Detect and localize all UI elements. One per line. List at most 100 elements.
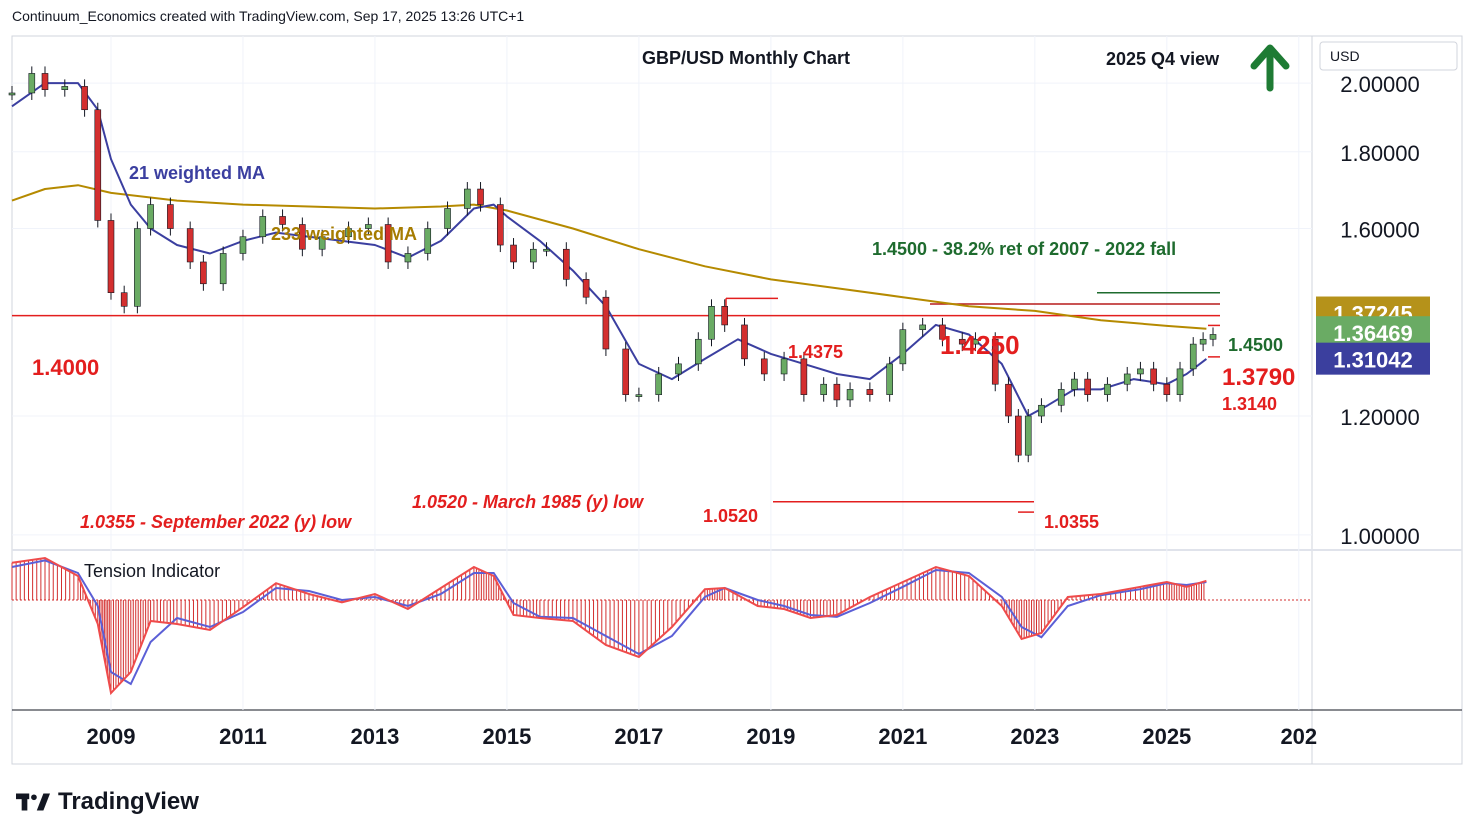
price-candle[interactable] bbox=[708, 306, 715, 340]
price-candle[interactable] bbox=[81, 86, 88, 111]
price-candle[interactable] bbox=[899, 329, 907, 365]
price-candle[interactable] bbox=[186, 228, 194, 263]
chart-frame bbox=[11, 35, 1463, 765]
price-candle[interactable] bbox=[972, 338, 979, 345]
time-axis-label: 202 bbox=[1280, 724, 1317, 749]
time-axis-label: 2019 bbox=[746, 724, 795, 749]
price-candle[interactable] bbox=[1071, 378, 1078, 390]
price-candle[interactable] bbox=[694, 338, 702, 365]
price-candle[interactable] bbox=[1005, 383, 1012, 417]
price-candle[interactable] bbox=[120, 292, 128, 307]
price-candle[interactable] bbox=[543, 248, 550, 252]
price-candle[interactable] bbox=[622, 348, 630, 395]
price-candle[interactable] bbox=[384, 224, 392, 263]
price-candle[interactable] bbox=[1163, 383, 1171, 395]
ma21-label: 21 weighted MA bbox=[129, 163, 265, 183]
level-label-1-4375: 1.4375 bbox=[788, 342, 843, 362]
price-candle[interactable] bbox=[991, 338, 999, 385]
price-candle[interactable] bbox=[94, 109, 102, 221]
price-candle[interactable] bbox=[1015, 415, 1022, 456]
price-candle[interactable] bbox=[107, 220, 115, 293]
price-candle[interactable] bbox=[1150, 368, 1157, 385]
price-candle[interactable] bbox=[259, 216, 267, 238]
price-candle[interactable] bbox=[510, 244, 517, 263]
price-candle[interactable] bbox=[635, 394, 643, 397]
price-tick-label: 1.80000 bbox=[1340, 141, 1420, 166]
ma233-line[interactable] bbox=[11, 184, 1207, 330]
price-candle[interactable] bbox=[530, 248, 537, 263]
level-label-1-4000: 1.4000 bbox=[32, 355, 99, 380]
price-candle[interactable] bbox=[800, 358, 808, 395]
price-candle[interactable] bbox=[134, 228, 141, 307]
level-label-1-0355: 1.0355 bbox=[1044, 512, 1099, 532]
price-candle[interactable] bbox=[1057, 389, 1065, 406]
price-candle[interactable] bbox=[866, 389, 874, 395]
price-candle[interactable] bbox=[1189, 343, 1197, 370]
price-candle[interactable] bbox=[219, 253, 227, 285]
retracement-label: 1.4500 - 38.2% ret of 2007 - 2022 fall bbox=[872, 239, 1176, 259]
price-candle[interactable] bbox=[939, 324, 946, 340]
price-candle[interactable] bbox=[477, 188, 484, 205]
price-candle[interactable] bbox=[846, 389, 854, 401]
price-candle[interactable] bbox=[345, 228, 352, 238]
price-candle[interactable] bbox=[61, 86, 69, 90]
price-candle[interactable] bbox=[365, 224, 372, 229]
price-candle[interactable] bbox=[1024, 415, 1032, 456]
price-candle[interactable] bbox=[655, 373, 663, 395]
price-candle[interactable] bbox=[780, 358, 788, 375]
time-axis-label: 2017 bbox=[614, 724, 663, 749]
time-axis-label: 2009 bbox=[87, 724, 136, 749]
price-tick-label: 1.20000 bbox=[1340, 405, 1420, 430]
price-candle[interactable] bbox=[958, 338, 966, 345]
price-candle[interactable] bbox=[8, 92, 16, 96]
tradingview-logo[interactable]: TradingView bbox=[16, 788, 199, 816]
price-candle[interactable] bbox=[404, 253, 412, 263]
price-candle[interactable] bbox=[675, 363, 682, 375]
price-candle[interactable] bbox=[497, 204, 504, 246]
price-candle[interactable] bbox=[200, 261, 207, 285]
price-candle[interactable] bbox=[167, 204, 174, 229]
chart-subtitle: 2025 Q4 view bbox=[1106, 49, 1220, 69]
price-candle[interactable] bbox=[41, 73, 49, 90]
price-candle[interactable] bbox=[424, 228, 432, 254]
price-candle[interactable] bbox=[299, 224, 306, 250]
price-candle[interactable] bbox=[444, 208, 451, 229]
price-candle[interactable] bbox=[147, 204, 154, 229]
price-candle[interactable] bbox=[1038, 404, 1045, 417]
price-candle[interactable] bbox=[760, 358, 768, 375]
level-label-1-0520: 1.0520 bbox=[703, 506, 758, 526]
time-axis-label: 2011 bbox=[219, 724, 267, 749]
price-candle[interactable] bbox=[741, 324, 748, 360]
price-badge-label: 1.31042 bbox=[1333, 348, 1413, 373]
time-axis-label: 2015 bbox=[482, 724, 531, 749]
price-candle[interactable] bbox=[318, 236, 326, 250]
time-axis-label: 2025 bbox=[1142, 724, 1191, 749]
price-candle[interactable] bbox=[1199, 338, 1207, 345]
price-candle[interactable] bbox=[1209, 334, 1217, 340]
outlook-up-arrow-icon bbox=[1250, 44, 1290, 92]
price-tick-label: 2.00000 bbox=[1340, 72, 1420, 97]
indicator-fast-line[interactable] bbox=[11, 556, 1207, 696]
price-candle[interactable] bbox=[1123, 373, 1131, 385]
price-candle[interactable] bbox=[239, 236, 247, 254]
price-candle[interactable] bbox=[464, 188, 471, 209]
price-candle[interactable] bbox=[28, 73, 36, 94]
price-candle[interactable] bbox=[919, 324, 926, 330]
price-candle[interactable] bbox=[1176, 368, 1184, 395]
price-candle[interactable] bbox=[833, 383, 841, 401]
price-candle[interactable] bbox=[886, 363, 893, 395]
currency-box[interactable] bbox=[1319, 41, 1458, 71]
price-badge[interactable] bbox=[1316, 342, 1430, 375]
price-candle[interactable] bbox=[820, 383, 827, 395]
price-candle[interactable] bbox=[582, 279, 590, 298]
price-candle[interactable] bbox=[1084, 378, 1091, 395]
price-candle[interactable] bbox=[563, 248, 570, 280]
price-candle[interactable] bbox=[1137, 368, 1144, 375]
indicator-slow-line[interactable] bbox=[11, 559, 1207, 686]
march-1985-low-label: 1.0520 - March 1985 (y) low bbox=[412, 492, 644, 512]
price-candle[interactable] bbox=[602, 296, 610, 350]
price-candle[interactable] bbox=[279, 216, 286, 225]
price-candle[interactable] bbox=[1104, 383, 1111, 395]
price-candle[interactable] bbox=[721, 306, 728, 326]
